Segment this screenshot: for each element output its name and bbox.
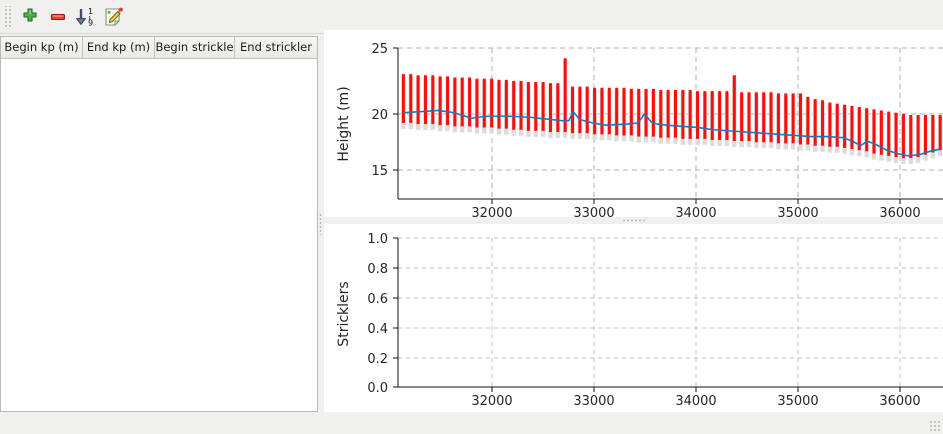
- stricklers-ytick-0-6: 0.6: [367, 292, 388, 307]
- vertical-splitter-grip: [319, 213, 322, 235]
- height-ytick-15: 15: [371, 164, 388, 179]
- stricklers-ytick-0-8: 0.8: [367, 262, 388, 277]
- strickler-table-panel: Begin kp (m) End kp (m) Begin strickle E…: [0, 36, 318, 412]
- height-xtick-34000: 34000: [675, 206, 716, 217]
- stricklers-ytick-0-2: 0.2: [367, 352, 388, 367]
- stricklers-chart-axes: [393, 237, 943, 392]
- stricklers-xtick-34000: 34000: [675, 394, 716, 409]
- table-header-row: Begin kp (m) End kp (m) Begin strickle E…: [1, 37, 317, 59]
- plus-icon: [23, 7, 37, 22]
- stricklers-ytick-0-0: 0.0: [367, 381, 388, 396]
- height-chart-axes: [393, 47, 943, 204]
- height-chart-ylabel: Height (m): [336, 86, 352, 161]
- stricklers-chart-ylabel: Stricklers: [336, 281, 352, 346]
- stricklers-ytick-1-0: 1.0: [367, 232, 388, 247]
- column-header-begin-kp[interactable]: Begin kp (m): [1, 37, 83, 58]
- sort-descending-icon: 1 9: [76, 7, 93, 27]
- stricklers-chart-panel[interactable]: 1.0 0.8 0.6 0.4 0.2 0.0 32000 33000 3400…: [324, 224, 943, 412]
- status-bar: [0, 412, 943, 434]
- height-xtick-35000: 35000: [777, 206, 818, 217]
- stricklers-xtick-35000: 35000: [777, 394, 818, 409]
- height-chart-bars: [401, 58, 942, 159]
- height-xtick-33000: 33000: [573, 206, 614, 217]
- height-ytick-20: 20: [371, 108, 388, 123]
- toolbar: 1 9: [0, 0, 943, 34]
- edit-notes-button[interactable]: [100, 3, 128, 31]
- svg-text:1: 1: [88, 7, 93, 16]
- add-button[interactable]: [16, 3, 44, 31]
- toolbar-drag-handle[interactable]: [3, 5, 12, 28]
- height-xtick-32000: 32000: [471, 206, 512, 217]
- height-ytick-25: 25: [371, 42, 388, 57]
- column-header-end-strickler[interactable]: End strickler: [235, 37, 317, 58]
- stricklers-ytick-0-4: 0.4: [367, 322, 388, 337]
- resize-grip[interactable]: [929, 420, 941, 432]
- stricklers-xtick-32000: 32000: [471, 394, 512, 409]
- height-chart-svg: 25 20 15 32000 33000 34000 35000 36000 H…: [324, 30, 943, 217]
- height-xtick-36000: 36000: [879, 206, 920, 217]
- sort-descending-button[interactable]: 1 9: [72, 3, 100, 31]
- height-chart-panel[interactable]: 25 20 15 32000 33000 34000 35000 36000 H…: [324, 30, 943, 217]
- height-chart-line: [403, 109, 941, 157]
- horizontal-splitter-grip: [621, 219, 646, 222]
- horizontal-splitter[interactable]: [324, 217, 943, 224]
- stricklers-xtick-36000: 36000: [879, 394, 920, 409]
- note-edit-icon: [105, 7, 123, 26]
- stricklers-xtick-33000: 33000: [573, 394, 614, 409]
- stricklers-chart-svg: 1.0 0.8 0.6 0.4 0.2 0.0 32000 33000 3400…: [324, 224, 943, 412]
- table-body-empty[interactable]: [1, 59, 317, 411]
- vertical-splitter[interactable]: [318, 36, 324, 412]
- stricklers-chart-gridlines: [398, 237, 943, 387]
- column-header-begin-strickler[interactable]: Begin strickle: [155, 37, 235, 58]
- minus-icon: [50, 13, 66, 20]
- remove-button[interactable]: [44, 3, 72, 31]
- svg-text:9: 9: [88, 18, 93, 27]
- column-header-end-kp[interactable]: End kp (m): [83, 37, 155, 58]
